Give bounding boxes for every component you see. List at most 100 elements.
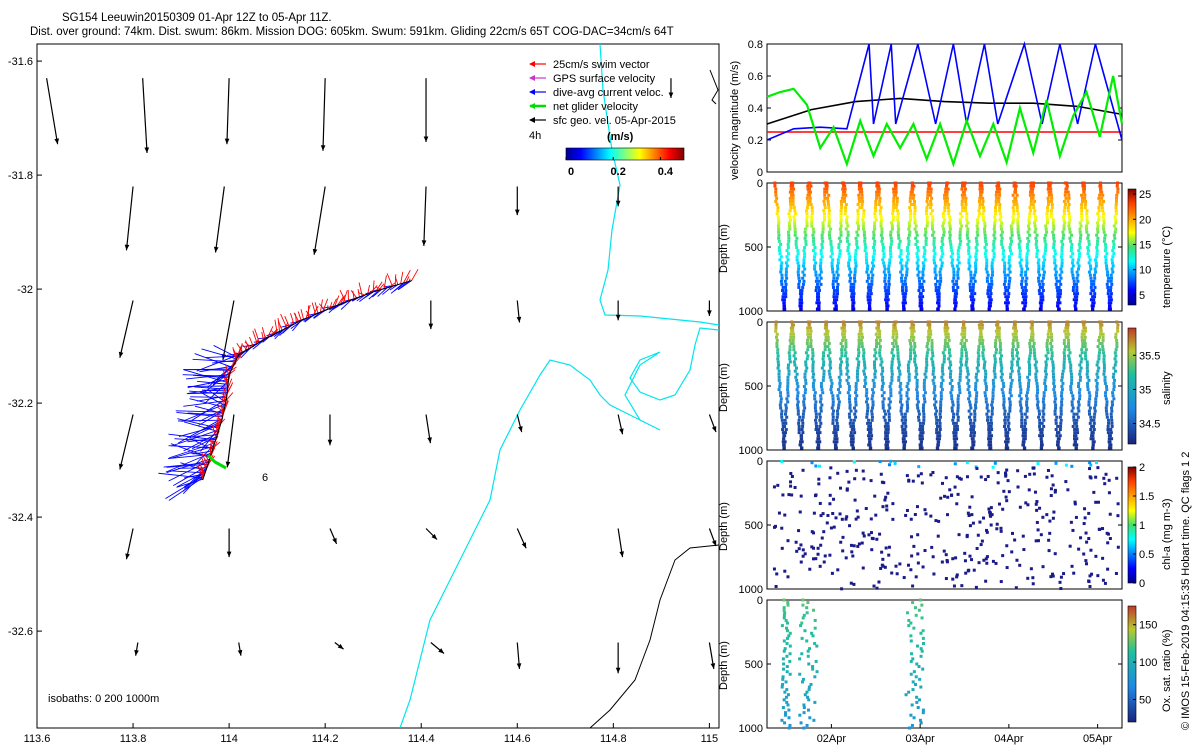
profile-dot [833,307,837,311]
profile-dot [999,375,1003,379]
profile-dot [978,326,982,330]
profile-dot [1024,273,1028,277]
profile-dot [1060,391,1064,395]
profile-dot [1078,236,1082,240]
profile-dot [1103,378,1107,382]
profile-dot [984,381,988,385]
profile-dot [1059,276,1063,280]
profile-dot [945,329,949,333]
profile-dot [813,246,817,250]
profile-dot [817,437,821,441]
profile-dot [1116,514,1120,518]
profile-dot [914,363,918,367]
profile-dot [787,239,791,243]
profile-dot [996,323,1000,327]
profile-dot [812,230,816,234]
geo-vector-head [427,437,432,444]
profile-dot [1095,242,1099,246]
profile-dot [982,357,986,361]
profile-dot [805,218,809,222]
profile-dot [855,357,859,361]
profile-dot [983,246,987,250]
profile-dot [1095,227,1099,231]
profile-dot [971,304,975,308]
profile-dot [881,400,885,404]
profile-dot [784,680,788,684]
profile-dot [1043,252,1047,256]
profile-dot [950,406,954,410]
profile-dot [930,545,934,549]
profile-dot [810,631,814,635]
profile-dot [1083,193,1087,197]
profile-dot [845,378,849,382]
profile-dot [901,415,905,419]
profile-dot [873,227,877,231]
profile-dot [965,533,969,537]
profile-dot [1038,412,1042,416]
profile-dot [891,329,895,333]
profile-dot [1054,418,1058,422]
profile-dot [845,239,849,243]
profile-dot [952,421,956,425]
profile-dot [819,249,823,253]
profile-dot [883,273,887,277]
profile-dot [873,209,877,213]
profile-dot [932,375,936,379]
profile-dot [887,282,891,286]
profile-dot [985,528,989,532]
profile-dot [790,493,794,497]
profile-dot [889,236,893,240]
profile-dot [1051,483,1055,487]
profile-dot [973,261,977,265]
profile-dot [973,415,977,419]
profile-dot [991,391,995,395]
profile-dot [791,199,795,203]
profile-dot [836,424,840,428]
profile-dot [950,249,954,253]
profile-dot [1010,531,1014,535]
profile-dot [772,485,776,489]
profile-dot [870,415,874,419]
profile-dot [866,421,870,425]
profile-dot [976,533,980,537]
profile-dot [806,345,810,349]
profile-dot [1008,264,1012,268]
profile-dot [941,378,945,382]
profile-dot [785,626,789,630]
profile-dot [898,239,902,243]
profile-dot [784,282,788,286]
profile-dot [1041,289,1045,293]
profile-dot [828,502,832,506]
profile-dot [1076,415,1080,419]
profile-dot [1021,534,1025,538]
profile-dot [826,338,830,342]
swim-vector [402,270,411,284]
profile-dot [854,264,858,268]
profile-dot [857,196,861,200]
profile-dot [892,196,896,200]
legend-arrowhead [529,103,535,109]
profile-dot [1029,203,1033,207]
profile-dot [814,289,818,293]
profile-dot [908,206,912,210]
profile-dot [910,320,914,324]
profile-dot [860,342,864,346]
profile-dot [934,264,938,268]
profile-dot [885,443,889,447]
swim-vector [236,343,244,353]
profile-dot [886,446,890,450]
profile-dot [1097,218,1101,222]
profile-dot [820,233,824,237]
profile-dot [927,332,931,336]
profile-dot [1006,437,1010,441]
swim-vector [300,309,304,320]
profile-dot [846,224,850,228]
profile-dot [797,547,801,551]
profile-dot [1110,421,1114,425]
profile-dot [923,400,927,404]
profile-dot [948,218,952,222]
profile-dot [1096,345,1100,349]
profile-dot [1017,369,1021,373]
profile-dot [925,218,929,222]
profile-dot [772,567,776,571]
